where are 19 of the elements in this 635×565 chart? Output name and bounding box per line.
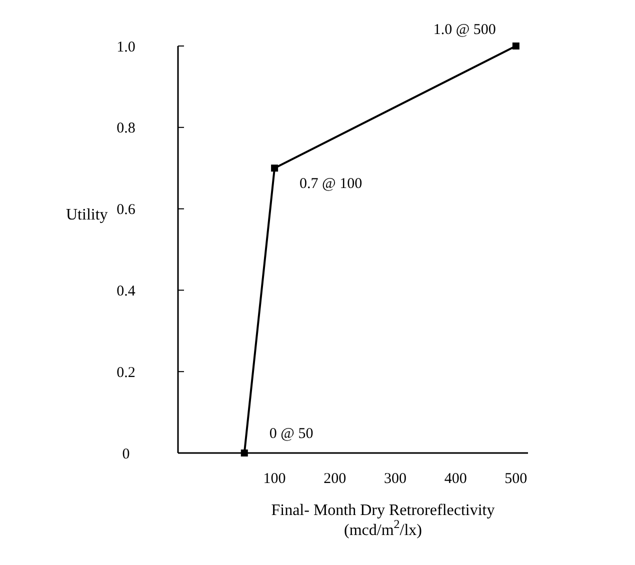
point [512,42,520,50]
x-tick-label: 100 [263,471,286,487]
y-tick-label: 0.8 [116,120,136,137]
y-axis-title: Utility [66,206,108,224]
y-tick-label: 1.0 [116,39,136,56]
x-tick-label: 300 [384,471,406,487]
x-axis-title: Final- Month Dry Retroreflectivity (mcd/m$^{2}$/lx) [271,502,495,539]
point [271,164,278,172]
y-tick-label: 0.6 [116,202,136,218]
annotation: 0 @ 50 [269,426,314,442]
annotation: 0.7 @ 100 [300,176,362,192]
y-tick-label: 0 [122,446,130,462]
point [240,450,248,456]
y-tick-label: 0.4 [116,283,136,300]
x-tick-label: 200 [324,471,346,487]
x-tick-label: 400 [444,471,467,487]
x-tick-label: 500 [504,471,528,487]
y-tick-label: 0.2 [116,364,136,381]
annotation: 1.0 @ 500 [433,22,496,38]
